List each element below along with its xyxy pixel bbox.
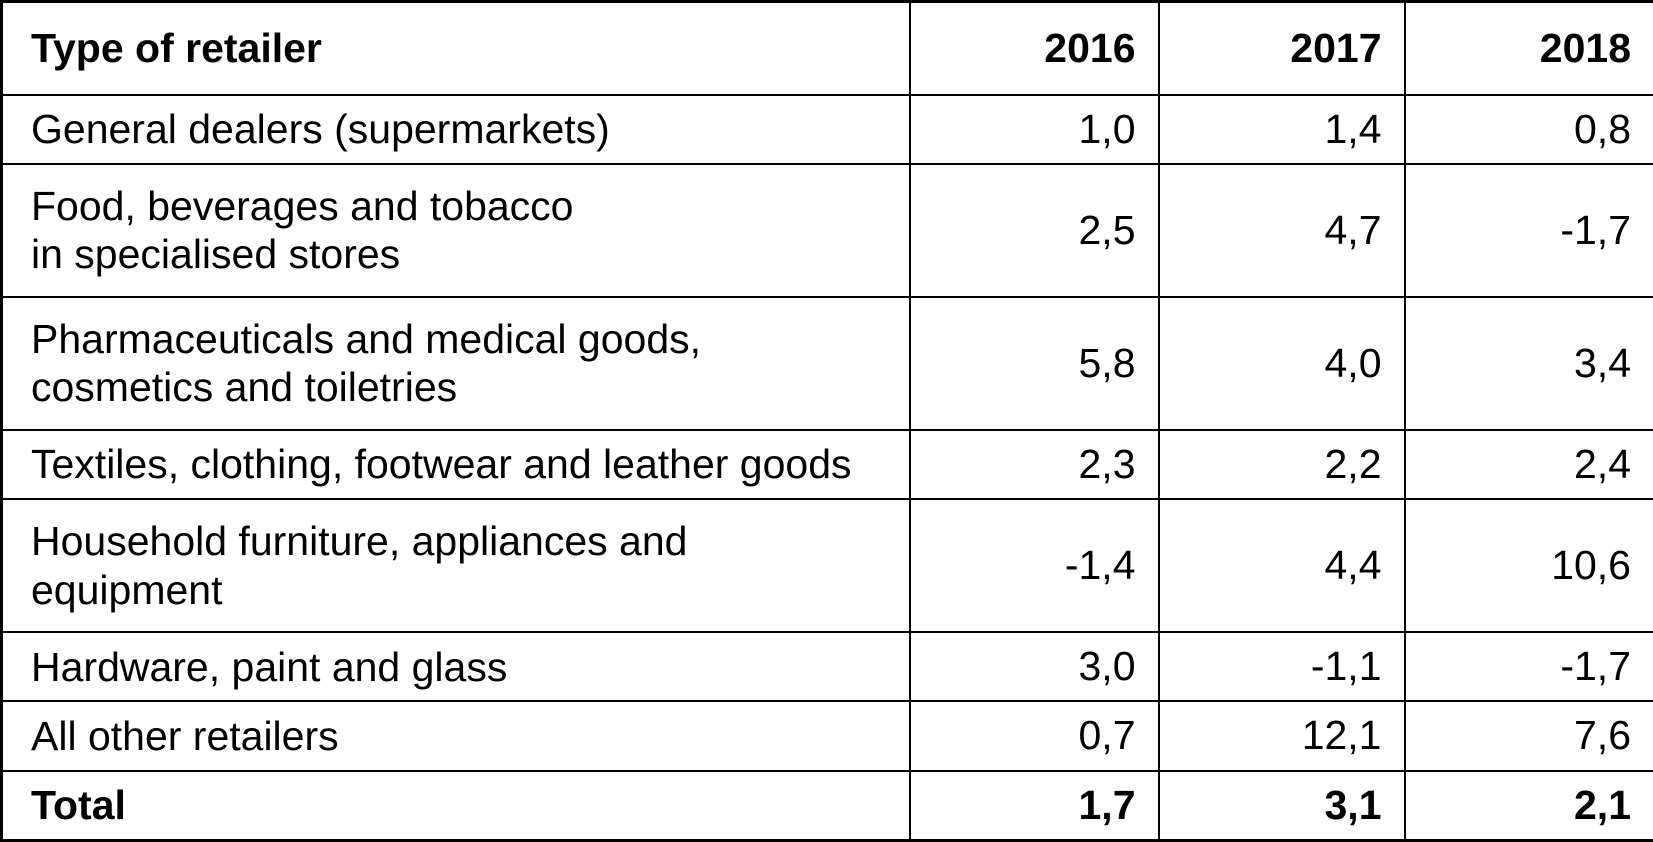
row-label: Textiles, clothing, footwear and leather… bbox=[0, 428, 911, 501]
value-cell-2018: 7,6 bbox=[1403, 700, 1653, 772]
table-row-all-other-retailers: All other retailers 0,7 12,1 7,6 bbox=[0, 700, 1653, 772]
value-cell-2018: 10,6 bbox=[1403, 498, 1653, 634]
value-cell-2018: 2,4 bbox=[1403, 428, 1653, 501]
table-total-row: Total 1,7 3,1 2,1 bbox=[0, 769, 1653, 842]
value-cell-2017: 4,7 bbox=[1157, 162, 1406, 298]
value-cell-2017: 4,0 bbox=[1157, 295, 1406, 431]
column-header-2016: 2016 bbox=[908, 0, 1160, 96]
row-label: All other retailers bbox=[0, 700, 911, 772]
value-cell-2018: 3,4 bbox=[1403, 295, 1653, 431]
value-cell-2016: 3,0 bbox=[908, 631, 1160, 703]
value-cell-2018: 0,8 bbox=[1403, 93, 1653, 165]
table-row-pharmaceuticals: Pharmaceuticals and medical goods, cosme… bbox=[0, 295, 1653, 431]
table-row-food-beverages-tobacco: Food, beverages and tobacco in specialis… bbox=[0, 162, 1653, 298]
value-cell-2016: 0,7 bbox=[908, 700, 1160, 772]
total-value-2018: 2,1 bbox=[1403, 769, 1653, 842]
row-label: General dealers (supermarkets) bbox=[0, 93, 911, 165]
value-cell-2016: 2,3 bbox=[908, 428, 1160, 501]
value-cell-2017: -1,1 bbox=[1157, 631, 1406, 703]
value-cell-2016: 1,0 bbox=[908, 93, 1160, 165]
value-cell-2016: 2,5 bbox=[908, 162, 1160, 298]
value-cell-2017: 1,4 bbox=[1157, 93, 1406, 165]
column-header-2017: 2017 bbox=[1157, 0, 1406, 96]
table-row-household-furniture: Household furniture, appliances and equi… bbox=[0, 498, 1653, 634]
value-cell-2017: 4,4 bbox=[1157, 498, 1406, 634]
value-cell-2016: 5,8 bbox=[908, 295, 1160, 431]
table-row-textiles-clothing: Textiles, clothing, footwear and leather… bbox=[0, 428, 1653, 501]
value-cell-2016: -1,4 bbox=[908, 498, 1160, 634]
total-value-2017: 3,1 bbox=[1157, 769, 1406, 842]
total-value-2016: 1,7 bbox=[908, 769, 1160, 842]
table-row-hardware-paint-glass: Hardware, paint and glass 3,0 -1,1 -1,7 bbox=[0, 631, 1653, 703]
column-header-type-of-retailer: Type of retailer bbox=[0, 0, 911, 96]
total-row-label: Total bbox=[0, 769, 911, 842]
value-cell-2017: 12,1 bbox=[1157, 700, 1406, 772]
value-cell-2018: -1,7 bbox=[1403, 631, 1653, 703]
column-header-2018: 2018 bbox=[1403, 0, 1653, 96]
value-cell-2017: 2,2 bbox=[1157, 428, 1406, 501]
table-header-row: Type of retailer 2016 2017 2018 bbox=[0, 0, 1653, 96]
table-row-general-dealers: General dealers (supermarkets) 1,0 1,4 0… bbox=[0, 93, 1653, 165]
row-label: Hardware, paint and glass bbox=[0, 631, 911, 703]
row-label: Pharmaceuticals and medical goods, cosme… bbox=[0, 295, 911, 431]
row-label: Household furniture, appliances and equi… bbox=[0, 498, 911, 634]
row-label: Food, beverages and tobacco in specialis… bbox=[0, 162, 911, 298]
value-cell-2018: -1,7 bbox=[1403, 162, 1653, 298]
